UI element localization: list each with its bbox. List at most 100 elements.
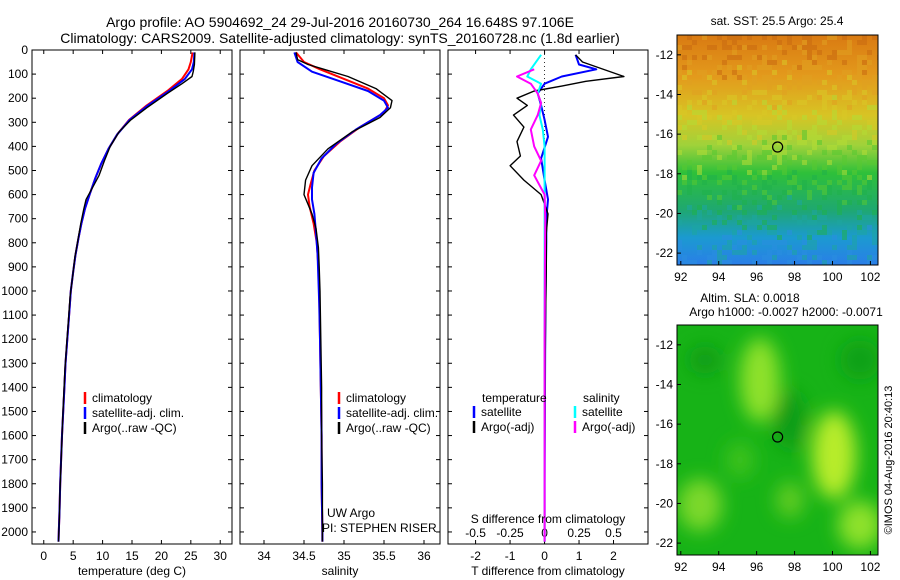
s-tick-label: -0.25: [496, 526, 524, 540]
x-tick-label: 34.5: [292, 549, 316, 563]
map-y-tick-label: -20: [656, 496, 674, 510]
x-tick-label: 0: [541, 549, 548, 563]
salinity-axis-ticks: 34 34.5 35 35.5 36: [240, 49, 440, 563]
y-tick-label: 1100: [2, 308, 28, 322]
x-tick-label: 0: [40, 549, 47, 563]
y-tick-label: 1300: [1, 356, 28, 370]
y-tick-label: 1600: [1, 429, 28, 443]
difference-legend: temperature salinity satellite Argo(-adj…: [472, 391, 635, 434]
map-y-tick-label: -22: [656, 536, 674, 550]
figure-title-line1: Argo profile: AO 5904692_24 29-Jul-2016 …: [106, 14, 574, 30]
series-satellite-adj-clim-: [293, 52, 389, 542]
y-tick-label: 1200: [1, 332, 28, 346]
x-tick-label: 1: [576, 549, 583, 563]
s-tick-label: -0.5: [465, 526, 486, 540]
series-s-argo-adj-: [516, 68, 547, 542]
y-tick-label: 100: [8, 67, 28, 81]
map-y-tick-label: -14: [656, 87, 674, 101]
sst-map-image: [677, 35, 878, 265]
x-tick-label: -1: [505, 549, 516, 563]
x-tick-label: 2: [610, 549, 617, 563]
legend-label-climatology: climatology: [92, 391, 152, 405]
y-tick-label: 1700: [1, 453, 28, 467]
salinity-panel-frame: [239, 49, 441, 545]
map-y-tick-label: -12: [656, 48, 674, 62]
legend-label-t-argo: Argo(-adj): [481, 420, 534, 434]
map-x-tick-label: 100: [822, 560, 842, 574]
map-x-tick-label: 96: [750, 270, 764, 284]
sst-map-ticks: 92 94 96 98 100 102 -12 -14 -16 -18 -20 -22: [656, 48, 881, 284]
map-x-tick-label: 96: [750, 560, 764, 574]
legend-title-temperature: temperature: [482, 391, 547, 405]
map-x-tick-label: 100: [822, 270, 842, 284]
x-tick-label: 30: [214, 549, 228, 563]
y-tick-label: 300: [8, 115, 28, 129]
x-tick-label: 25: [184, 549, 198, 563]
y-tick-label: 200: [8, 91, 28, 105]
legend-label-satellite: satellite-adj. clim.: [92, 406, 184, 420]
x-tick-label: 35: [337, 549, 351, 563]
map-x-tick-label: 98: [788, 560, 802, 574]
map-y-tick-label: -18: [656, 167, 674, 181]
y-tick-label: 400: [8, 139, 28, 153]
difference-axis-ticks: -2 -1 0 1 2-0.5 -0.25 0 0.25 0.5: [448, 49, 648, 563]
x-tick-label: -2: [470, 549, 481, 563]
y-tick-label: 0: [21, 43, 28, 57]
salinity-series: [293, 51, 393, 542]
map-x-tick-label: 92: [674, 560, 688, 574]
x-tick-label: 35.5: [372, 549, 396, 563]
y-tick-label: 2000: [1, 525, 28, 539]
salinity-xlabel: salinity: [322, 564, 359, 578]
y-tick-label: 1900: [1, 501, 28, 515]
figure-title-line2: Climatology: CARS2009. Satellite-adjuste…: [60, 30, 620, 46]
sla-map-frame: [676, 324, 879, 556]
sst-map-title: sat. SST: 25.5 Argo: 25.4: [711, 14, 844, 28]
legend-label-t-satellite: satellite: [481, 405, 522, 419]
credit-uw-argo: UW Argo: [327, 506, 375, 520]
legend-label-satellite: satellite-adj. clim.: [346, 406, 438, 420]
temperature-axis-ticks: 0100200300400500600700800900100011001200…: [1, 43, 232, 563]
map-x-tick-label: 102: [860, 560, 880, 574]
difference-panel-frame: [447, 49, 649, 545]
sla-map-title-line2: Argo h1000: -0.0027 h2000: -0.0071: [689, 305, 883, 319]
legend-label-argo: Argo(..raw -QC): [92, 421, 177, 435]
map-y-tick-label: -16: [656, 127, 674, 141]
map-y-tick-label: -14: [656, 377, 674, 391]
map-x-tick-label: 98: [788, 270, 802, 284]
sla-map-ticks: 92 94 96 98 100 102 -12 -14 -16 -18 -20 -22: [656, 338, 881, 574]
sst-map-frame: [676, 34, 879, 266]
map-x-tick-label: 102: [860, 270, 880, 284]
sla-map-title-line1: Altim. SLA: 0.0018: [700, 291, 800, 305]
y-tick-label: 1500: [1, 404, 28, 418]
s-tick-label: 0.25: [567, 526, 591, 540]
legend-label-s-argo: Argo(-adj): [582, 420, 635, 434]
sst-argo-position-marker: [772, 141, 784, 153]
y-tick-label: 1800: [1, 477, 28, 491]
map-y-tick-label: -22: [656, 246, 674, 260]
legend-label-climatology: climatology: [346, 391, 406, 405]
legend-label-s-satellite: satellite: [582, 405, 623, 419]
sla-map-image: [677, 325, 878, 555]
series-argo-raw-qc-: [57, 52, 196, 542]
y-tick-label: 500: [8, 163, 28, 177]
temperature-legend: climatology satellite-adj. clim. Argo(..…: [83, 391, 184, 435]
y-tick-label: 1000: [1, 284, 28, 298]
map-y-tick-label: -18: [656, 457, 674, 471]
x-tick-label: 34: [257, 549, 271, 563]
legend-label-argo: Argo(..raw -QC): [346, 421, 431, 435]
map-x-tick-label: 94: [712, 270, 726, 284]
y-tick-label: 700: [8, 212, 28, 226]
map-y-tick-label: -20: [656, 206, 674, 220]
difference-series: [509, 54, 625, 542]
temperature-panel-frame: [31, 49, 233, 545]
difference-xlabel: T difference from climatology: [471, 564, 625, 578]
y-tick-label: 800: [8, 236, 28, 250]
s-tick-label: 0.5: [605, 526, 622, 540]
x-tick-label: 10: [96, 549, 110, 563]
imos-timestamp: ©IMOS 04-Aug-2016 20:40:13: [883, 386, 895, 535]
y-tick-label: 600: [8, 188, 28, 202]
y-tick-label: 900: [8, 260, 28, 274]
legend-title-salinity: salinity: [583, 391, 620, 405]
y-tick-label: 1400: [1, 380, 28, 394]
